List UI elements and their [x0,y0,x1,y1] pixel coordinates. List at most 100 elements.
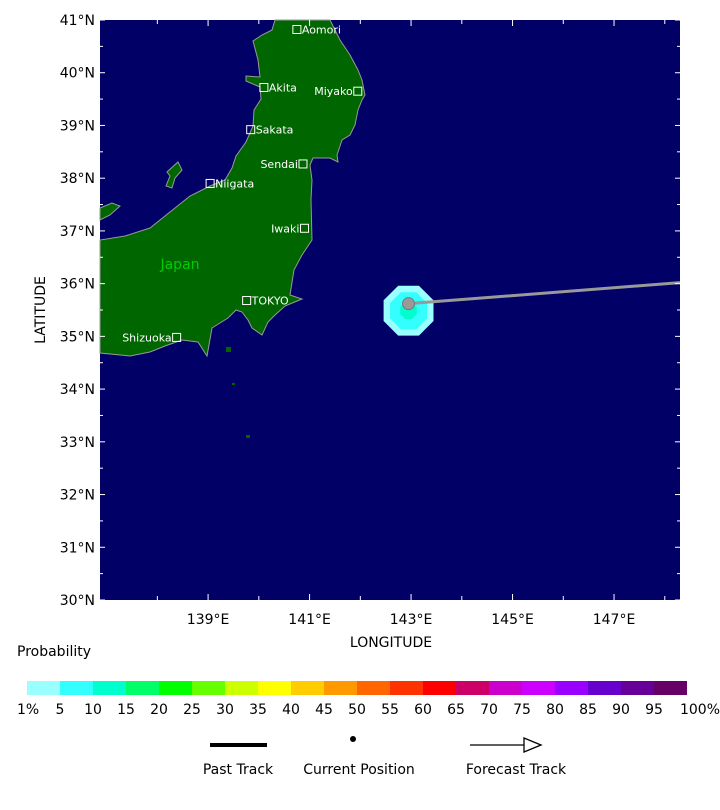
colorbar-label: 90 [612,702,630,718]
city-marker-icon [298,159,308,169]
x-axis-label: LONGITUDE [350,635,432,651]
forecast-track-layer [402,281,681,311]
city-markers: Aomori Akita Miyako Sakata Sendai Niigata Iwak… [122,23,363,344]
legend-current-position-label: Current Position [303,762,415,778]
land-layer [99,19,366,438]
colorbar-swatch [27,681,60,695]
honshu-landmass [99,19,366,358]
city-label: Shizuoka [122,331,171,344]
lat-tick-label: 38°N [60,171,95,187]
sado-island [165,161,183,189]
colorbar-label: 80 [546,702,564,718]
colorbar-label: 40 [282,702,300,718]
lon-tick-label: 143°E [390,612,433,628]
colorbar-swatch [390,681,423,695]
city-label: Niigata [215,177,254,190]
lat-tick-label: 33°N [60,435,95,451]
city-marker-icon [299,223,309,233]
lat-tick-label: 37°N [60,224,95,240]
forecast-track-line [408,281,681,306]
probability-swath [383,285,434,336]
colorbar-label: 65 [447,702,465,718]
noto-peninsula-edge [99,202,121,221]
colorbar-label: 55 [381,702,399,718]
colorbar-label: 100% [680,702,720,718]
lat-tick-label: 39°N [60,118,95,134]
colorbar-swatch [93,681,126,695]
city-marker-icon [246,125,256,135]
colorbar-swatch [423,681,456,695]
city-marker-icon [353,86,363,96]
lat-tick-label: 36°N [60,277,95,293]
lat-tick-label: 41°N [60,13,95,29]
city-label: Akita [269,81,297,94]
current-position-marker [402,297,416,311]
forecast-arrow-icon [523,737,543,753]
island [232,383,235,385]
lat-tick-label: 34°N [60,382,95,398]
colorbar-swatch [555,681,588,695]
city-label: Aomori [302,23,341,36]
legend: Past Track Current Position Forecast Tra… [203,736,567,778]
city-label: Sakata [256,124,294,137]
city-marker-icon [242,296,252,306]
colorbar-swatch [324,681,357,695]
city-marker-icon [172,332,182,342]
probability-colorbar: 1% 5 10 15 20 25 30 35 40 45 50 55 60 65 70 75 80 85 90 95 1… [17,681,720,718]
legend-forecast-track-label: Forecast Track [466,762,567,778]
city-label: Miyako [314,85,353,98]
colorbar-label: 30 [216,702,234,718]
colorbar-swatch [225,681,258,695]
colorbar-title: Probability [17,644,91,660]
city-marker-icon [292,24,302,34]
colorbar-swatch [456,681,489,695]
colorbar-label: 75 [513,702,531,718]
colorbar-label: 60 [414,702,432,718]
colorbar-swatch [522,681,555,695]
colorbar-label: 35 [249,702,267,718]
city-label: TOKYO [251,295,289,308]
colorbar-swatch [588,681,621,695]
colorbar-label: 20 [150,702,168,718]
lon-tick-label: 147°E [593,612,636,628]
colorbar-label: 50 [348,702,366,718]
island [246,435,250,438]
colorbar-label: 1% [17,702,39,718]
colorbar-swatch [489,681,522,695]
city-marker-icon [205,178,215,188]
colorbar-swatch [126,681,159,695]
island [226,347,231,352]
colorbar-label: 95 [645,702,663,718]
colorbar-swatch [258,681,291,695]
lon-tick-label: 141°E [288,612,331,628]
lat-tick-label: 31°N [60,540,95,556]
colorbar-swatch [621,681,654,695]
city-marker-icon [259,82,269,92]
lat-tick-label: 30°N [60,593,95,609]
colorbar-swatch [357,681,390,695]
y-axis-label: LATITUDE [33,276,49,344]
colorbar-label: 85 [579,702,597,718]
colorbar-label: 5 [56,702,65,718]
colorbar-swatch [291,681,324,695]
country-label: Japan [159,257,199,273]
lat-tick-label: 35°N [60,329,95,345]
colorbar-swatch [192,681,225,695]
lon-tick-label: 145°E [491,612,534,628]
axis-ticks: 41°N 40°N 39°N 38°N 37°N 36°N 35°N 34°N 33°N 32°N… [60,13,680,628]
lat-tick-label: 32°N [60,488,95,504]
city-label: Sendai [260,158,298,171]
city-label: Iwaki [271,222,299,235]
lat-tick-label: 40°N [60,66,95,82]
colorbar-label: 15 [117,702,135,718]
lon-tick-label: 139°E [187,612,230,628]
colorbar-swatch [159,681,192,695]
colorbar-swatch [60,681,93,695]
legend-past-track-label: Past Track [203,762,274,778]
colorbar-label: 10 [84,702,102,718]
current-position-dot-icon [350,736,356,742]
colorbar-label: 25 [183,702,201,718]
colorbar-label: 45 [315,702,333,718]
colorbar-label: 70 [480,702,498,718]
